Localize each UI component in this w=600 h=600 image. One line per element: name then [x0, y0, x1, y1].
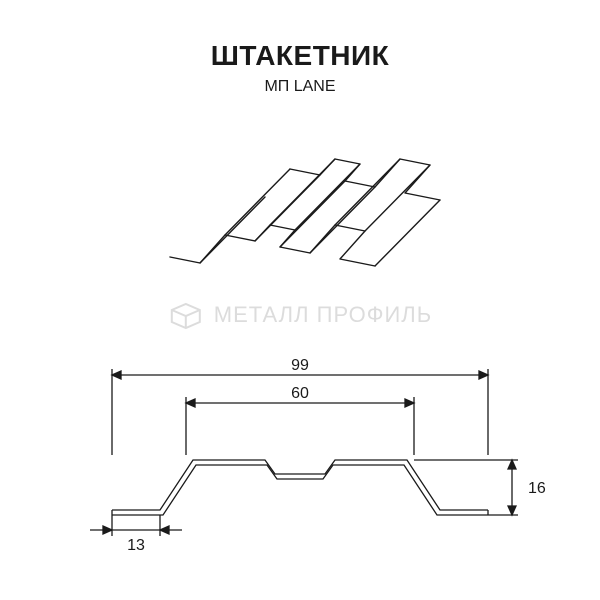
- page-subtitle: МП LANE: [0, 78, 600, 96]
- watermark: МЕТАЛЛ ПРОФИЛЬ: [168, 300, 432, 330]
- dim-height: 16: [528, 480, 546, 497]
- cross-section-diagram: 99 60 16 13: [50, 355, 550, 555]
- dim-width-total: 99: [291, 357, 309, 374]
- dim-width-top: 60: [291, 385, 309, 402]
- page-title: ШТАКЕТНИК: [0, 40, 600, 72]
- watermark-text: МЕТАЛЛ ПРОФИЛЬ: [214, 302, 432, 328]
- dim-flange: 13: [127, 537, 145, 554]
- watermark-logo-icon: [168, 300, 204, 330]
- isometric-sketch: [150, 135, 450, 285]
